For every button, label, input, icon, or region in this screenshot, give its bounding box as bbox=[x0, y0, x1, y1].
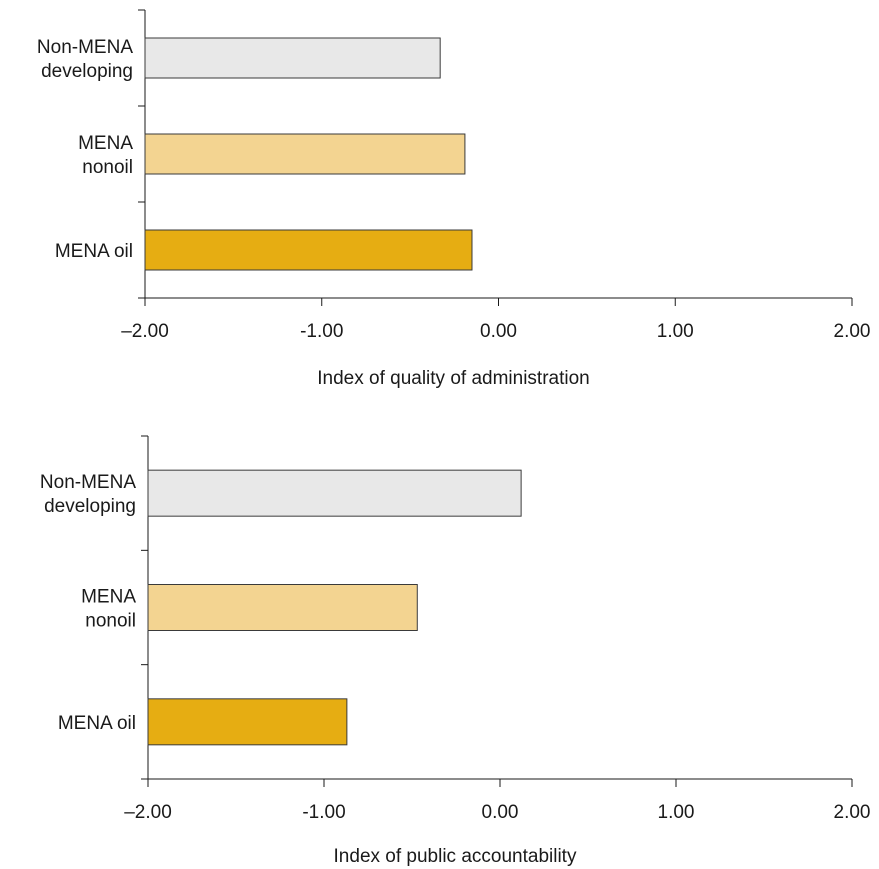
bar-mena-nonoil bbox=[147, 584, 418, 631]
x-tick-label: 2.00 bbox=[834, 802, 871, 823]
x-tick-label: 0.00 bbox=[480, 321, 517, 342]
bar-non-mena-developing bbox=[147, 469, 522, 517]
chart-panel-quality-of-administration: –2.00 -1.00 0.00 1.00 2.00 Non-MENA developing… bbox=[37, 9, 871, 389]
x-tick-label: -1.00 bbox=[302, 802, 345, 823]
bar-non-mena-developing bbox=[144, 37, 441, 79]
x-tick-label: –2.00 bbox=[121, 321, 169, 342]
category-label: MENA oil bbox=[58, 713, 136, 734]
bar-mena-nonoil bbox=[144, 133, 466, 175]
category-label: Non-MENA developing bbox=[40, 472, 136, 517]
x-axis-title: Index of quality of administration bbox=[317, 368, 590, 389]
x-tick-label: 1.00 bbox=[657, 321, 694, 342]
chart-panel-public-accountability: –2.00 -1.00 0.00 1.00 2.00 Non-MENA developing… bbox=[40, 435, 871, 867]
category-label: MENA nonoil bbox=[78, 133, 133, 178]
x-tick-label: 1.00 bbox=[658, 802, 695, 823]
x-tick-label: –2.00 bbox=[124, 802, 172, 823]
category-label: MENA nonoil bbox=[81, 587, 136, 632]
x-tick-label: -1.00 bbox=[300, 321, 343, 342]
x-axis-title: Index of public accountability bbox=[334, 846, 577, 867]
bar-mena-oil bbox=[144, 229, 473, 271]
x-tick-label: 0.00 bbox=[482, 802, 519, 823]
x-tick-label: 2.00 bbox=[834, 321, 871, 342]
category-label: MENA oil bbox=[55, 241, 133, 262]
category-label: Non-MENA developing bbox=[37, 37, 133, 82]
bar-mena-oil bbox=[147, 698, 348, 746]
